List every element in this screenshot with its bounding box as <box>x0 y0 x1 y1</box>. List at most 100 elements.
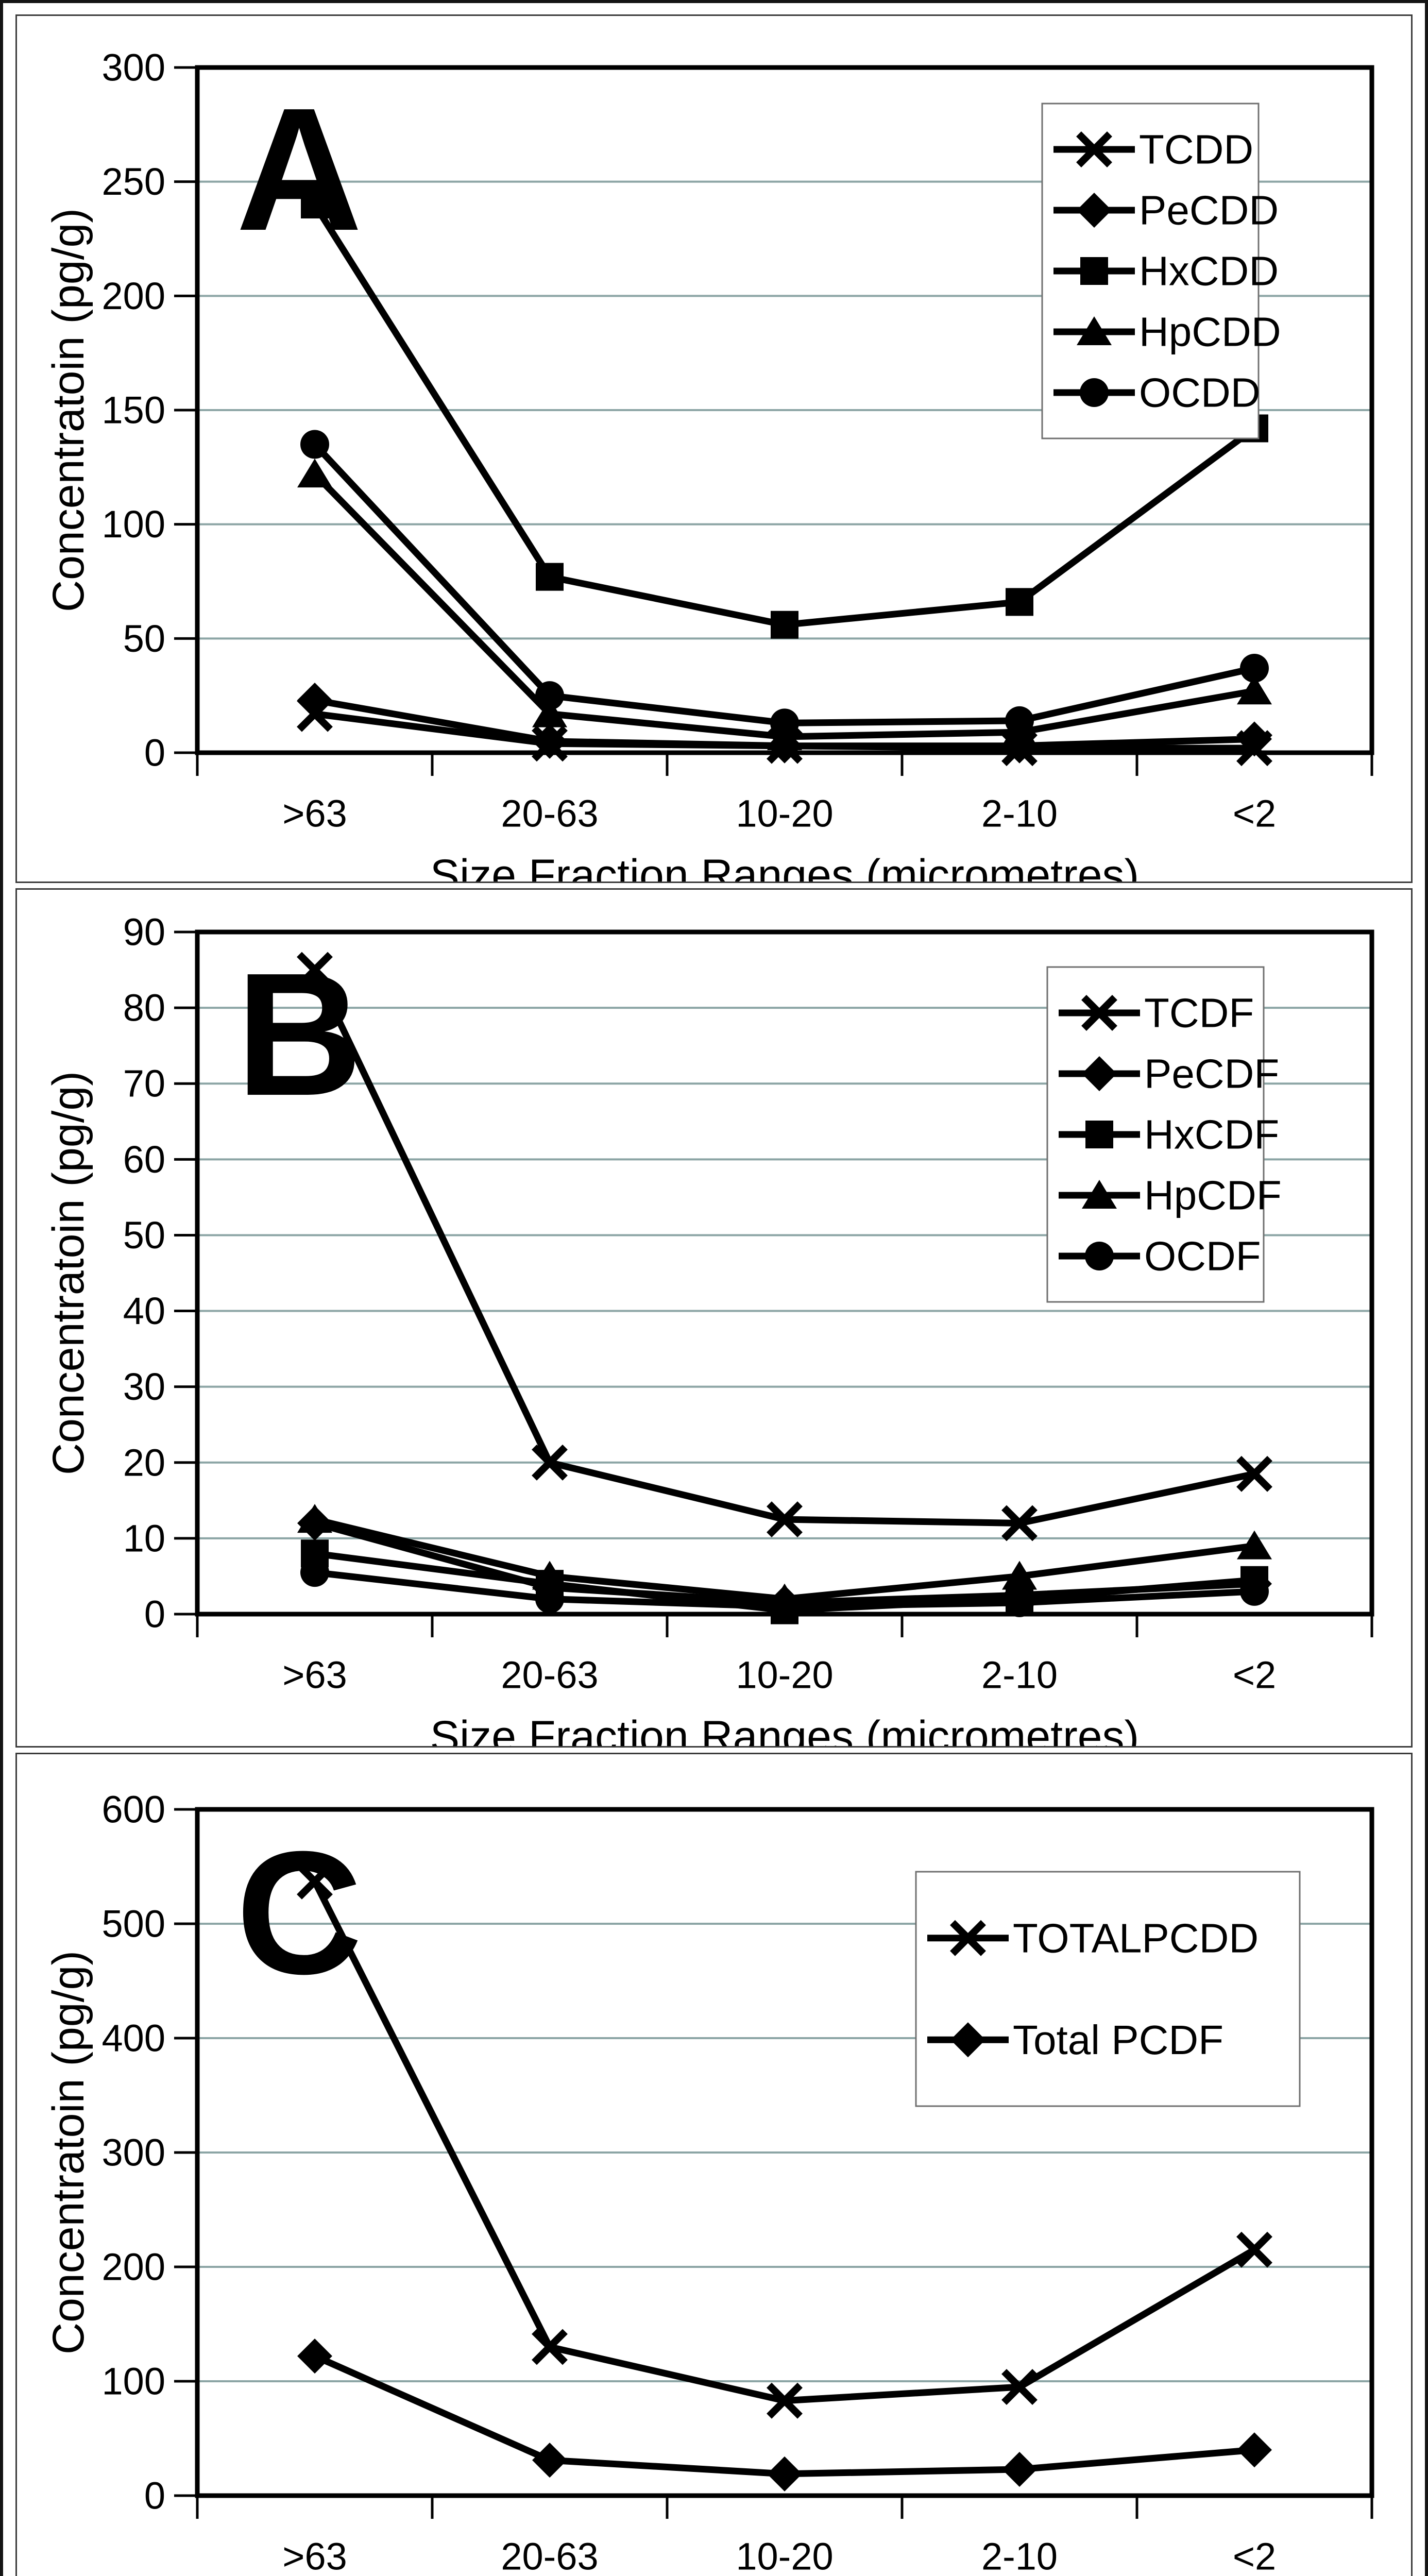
y-tick-label: 70 <box>123 1062 165 1105</box>
x-marker <box>1001 2369 1038 2405</box>
diamond-marker <box>532 2443 567 2478</box>
y-tick-label: 10 <box>123 1517 165 1560</box>
x-tick-label: >63 <box>282 1654 347 1697</box>
series-total-pcdf <box>297 2338 1272 2492</box>
legend-entry: HpCDD <box>1053 309 1281 355</box>
circle-marker <box>1080 378 1109 407</box>
legend-entry: TOTALPCDD <box>927 1915 1259 1961</box>
square-marker <box>536 563 564 591</box>
circle-marker <box>1085 1242 1114 1270</box>
panel-a: 0 50 100 150 200 250 300 >63 20-63 10-20 2-10 <2 Siz… <box>15 14 1413 883</box>
series-line <box>312 442 1255 726</box>
y-tick-label: 500 <box>102 1903 165 1945</box>
circle-marker <box>535 681 564 710</box>
y-tick-label: 90 <box>123 911 165 954</box>
square-marker <box>1006 588 1033 616</box>
x-tick-label: <2 <box>1233 2535 1276 2576</box>
x-marker <box>1001 1505 1038 1541</box>
triangle-marker <box>532 1561 567 1590</box>
y-tick-label: 60 <box>123 1138 165 1181</box>
x-tick-label: 2-10 <box>981 792 1058 835</box>
triangle-marker <box>1002 1561 1037 1590</box>
circle-marker <box>770 708 799 738</box>
x-axis: >63 20-63 10-20 2-10 <2 <box>196 753 1373 835</box>
legend-entry: TCDF <box>1059 990 1254 1036</box>
x-marker <box>1236 2231 1272 2268</box>
legend: TOTALPCDD Total PCDF <box>915 1871 1301 2107</box>
legend-entry: TCDD <box>1053 127 1253 173</box>
circle-marker <box>1005 706 1034 735</box>
legend-entry: HxCDF <box>1059 1112 1279 1158</box>
diamond-marker <box>532 723 567 759</box>
x-marker <box>297 1863 333 1900</box>
legend-label: PeCDD <box>1139 188 1279 233</box>
triangle-marker <box>297 1504 332 1533</box>
y-tick-label: 50 <box>123 617 165 660</box>
y-tick-label: 50 <box>123 1214 165 1257</box>
circle-marker <box>1240 653 1269 683</box>
chart-b-svg: 0 10 20 30 40 50 60 70 80 90 >63 20-63 10-20 2-10 <2 Si… <box>44 911 1374 1746</box>
square-marker <box>771 611 798 639</box>
y-tick-label: 300 <box>102 46 165 89</box>
series-tcdf <box>297 952 1272 1541</box>
panel-c: 0100200300400500600>6320-6310-202-10<2Si… <box>15 1753 1413 2576</box>
legend-label: TCDD <box>1139 127 1253 173</box>
circle-marker <box>1240 1577 1269 1606</box>
chart-c-svg: 0100200300400500600>6320-6310-202-10<2Si… <box>44 1788 1374 2576</box>
x-tick-label: 20-63 <box>501 2535 598 2576</box>
diamond-marker <box>297 2338 332 2374</box>
y-axis-title: Concentratoin (pg/g) <box>44 208 93 612</box>
series-hpcdd <box>297 459 1272 750</box>
legend-entry: OCDD <box>1053 370 1261 416</box>
chart-a-svg: 0 50 100 150 200 250 300 >63 20-63 10-20 2-10 <2 Siz… <box>44 46 1374 882</box>
diamond-marker <box>1082 1056 1117 1091</box>
legend-label: HxCDF <box>1144 1112 1279 1158</box>
panel-letter: A <box>236 72 363 267</box>
series-ocdd <box>300 430 1269 738</box>
panel-letter: B <box>236 937 363 1132</box>
triangle-marker <box>1077 316 1112 345</box>
circle-marker <box>535 1584 564 1614</box>
y-tick-label: 100 <box>102 2360 165 2403</box>
x-axis-title: Size Fraction Ranges (micrometres) <box>430 1712 1139 1746</box>
series-line <box>313 2353 1255 2478</box>
y-axis-title: Concentratoin (pg/g) <box>44 1951 93 2354</box>
y-axis-title: Concentratoin (pg/g) <box>44 1071 93 1475</box>
x-axis-title: Size Fraction Ranges (micrometres) <box>430 851 1139 882</box>
x-marker <box>1081 995 1117 1031</box>
circle-marker <box>1005 1588 1034 1617</box>
y-tick-label: 400 <box>102 2017 165 2060</box>
x-axis: >63 20-63 10-20 2-10 <2 <box>196 2496 1373 2576</box>
legend: TCDF PeCDF HxCDF HpCDF OCDF <box>1046 966 1282 1303</box>
square-marker <box>301 191 329 218</box>
series-hxcdd <box>301 191 1268 639</box>
y-tick-label: 80 <box>123 987 165 1029</box>
legend-label: HpCDD <box>1139 309 1281 355</box>
x-axis: >63 20-63 10-20 2-10 <2 <box>196 1614 1373 1697</box>
y-tick-label: 250 <box>102 160 165 203</box>
legend-label: HxCDD <box>1139 248 1279 294</box>
x-marker <box>532 1444 568 1481</box>
x-tick-label: 2-10 <box>981 2535 1058 2576</box>
x-tick-label: 10-20 <box>736 792 833 835</box>
y-tick-label: 40 <box>123 1290 165 1332</box>
y-tick-label: 200 <box>102 2246 165 2289</box>
diamond-marker <box>767 2456 802 2492</box>
legend-label: TOTALPCDD <box>1013 1915 1259 1961</box>
y-tick-label: 300 <box>102 2131 165 2174</box>
legend-box <box>915 1871 1301 2107</box>
x-marker <box>297 952 333 988</box>
y-tick-label: 200 <box>102 275 165 317</box>
diamond-marker <box>1237 2432 1272 2468</box>
diamond-marker <box>950 2022 985 2058</box>
legend-label: OCDF <box>1144 1233 1261 1279</box>
x-marker <box>1236 1455 1272 1492</box>
diamond-marker <box>1077 193 1112 228</box>
y-axis: 0 100 200 300 400 500 600 <box>102 1788 197 2517</box>
y-tick-label: 20 <box>123 1441 165 1484</box>
series-ocdf <box>300 1558 1269 1621</box>
legend-label: OCDD <box>1139 370 1261 416</box>
y-tick-label: 0 <box>144 2475 165 2517</box>
x-marker <box>950 1920 986 1956</box>
